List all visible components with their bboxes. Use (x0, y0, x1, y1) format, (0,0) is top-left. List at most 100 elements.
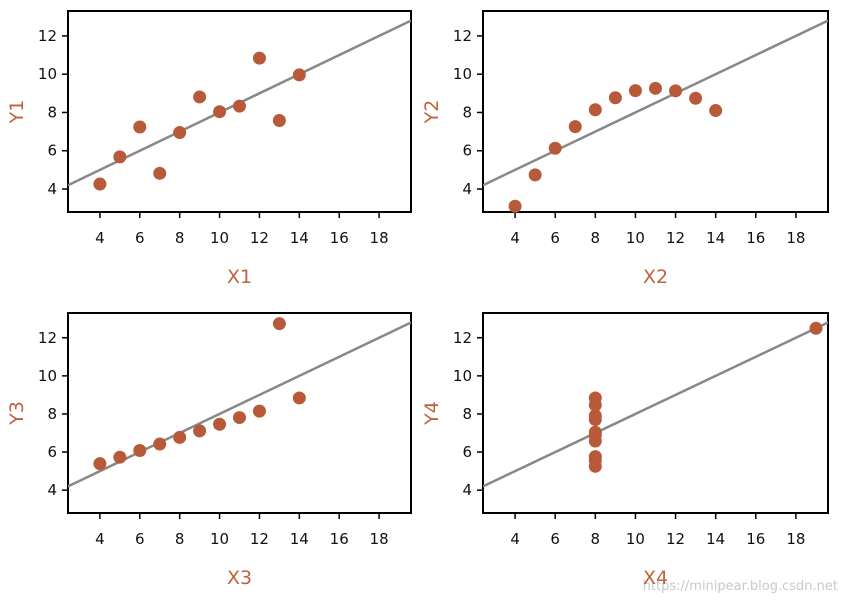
panel-3-point-9 (252, 404, 266, 418)
panel-2-x-tick-label-12: 12 (666, 229, 685, 247)
panel-4-x-tick-label-18: 18 (786, 530, 805, 548)
panel-2-point-1 (508, 199, 522, 213)
panel-4-y-tick-label-8: 8 (462, 405, 472, 423)
panel-4-point-8 (809, 321, 823, 335)
panel-4-y-tick-label-10: 10 (453, 367, 472, 385)
panel-2-y-tick-label-12: 12 (453, 27, 472, 45)
panel-3-x-tick-label-4: 4 (95, 530, 105, 548)
panel-2-point-7 (628, 84, 642, 98)
panel-1-x-tick-label-4: 4 (95, 229, 105, 247)
panel-2-point-5 (588, 103, 602, 117)
panel-2-x-tick-label-16: 16 (746, 229, 765, 247)
panel-1-y-tick-label-10: 10 (38, 65, 57, 83)
panel-2: 4 6 8 10 12 14 16 18 4 6 8 10 12 X2 Y2 (421, 10, 829, 288)
panel-1-x-tick-label-10: 10 (210, 229, 229, 247)
watermark-text: https://minipear.blog.csdn.net (643, 579, 838, 594)
panel-3-point-3 (133, 444, 147, 458)
panel-3-x-tick-label-6: 6 (135, 530, 145, 548)
panel-2-point-11 (709, 104, 723, 118)
panel-2-y-axis-label: Y2 (421, 100, 443, 125)
panel-1-x-tick-label-18: 18 (370, 229, 389, 247)
panel-4-point-5 (588, 398, 602, 412)
panel-2-x-tick-label-18: 18 (786, 229, 805, 247)
panel-3-point-8 (233, 411, 246, 425)
panel-1-y-axis-label: Y1 (6, 100, 28, 125)
panel-4-x-tick-label-6: 6 (550, 530, 560, 548)
panel-2-x-axis-label: X2 (643, 266, 668, 288)
panel-3-point-2 (113, 450, 127, 464)
panel-4-y-axis-label: Y4 (421, 401, 443, 426)
panel-3-x-tick-label-14: 14 (290, 530, 309, 548)
panel-3-point-5 (173, 430, 187, 444)
panel-3-y-axis-label: Y3 (6, 401, 28, 426)
panel-4-x-tick-label-16: 16 (746, 530, 765, 548)
panel-4-x-tick-label-10: 10 (626, 530, 645, 548)
panel-1-point-7 (213, 105, 227, 119)
panel-2-y-tick-label-6: 6 (462, 142, 472, 160)
panel-2-point-8 (649, 81, 662, 95)
panel-3-x-tick-label-10: 10 (210, 530, 229, 548)
panel-4-y-tick-label-6: 6 (462, 443, 472, 461)
panel-4-point-9 (588, 453, 602, 467)
panel-3: 4 6 8 10 12 14 16 18 4 6 8 10 12 X3 Y3 (6, 312, 412, 589)
panel-3-point-11 (292, 391, 306, 405)
panel-4-x-tick-label-14: 14 (706, 530, 725, 548)
panel-2-point-6 (608, 91, 622, 105)
panel-2-y-tick-label-8: 8 (462, 103, 472, 121)
panel-2-x-tick-label-14: 14 (706, 229, 725, 247)
panel-1-x-tick-label-16: 16 (330, 229, 349, 247)
panel-2-x-tick-label-10: 10 (626, 229, 645, 247)
panel-2-point-9 (669, 84, 683, 98)
panel-1-point-3 (133, 120, 147, 134)
panel-1-point-9 (252, 51, 266, 65)
panel-2-point-10 (689, 91, 703, 105)
panel-3-x-tick-label-12: 12 (250, 530, 269, 548)
panel-1-point-1 (93, 177, 107, 191)
panel-1-point-2 (113, 150, 127, 164)
panel-1-y-tick-label-12: 12 (38, 27, 57, 45)
panel-1-frame (67, 10, 412, 213)
panel-3-point-7 (213, 417, 227, 431)
panel-2-point-4 (568, 120, 582, 134)
panel-3-x-axis-label: X3 (227, 567, 252, 589)
panel-4-x-tick-label-12: 12 (666, 530, 685, 548)
panel-2-frame (482, 10, 829, 213)
panel-4-point-11 (588, 428, 602, 442)
panel-3-y-tick-label-4: 4 (47, 481, 57, 499)
panel-3-x-tick-label-8: 8 (175, 530, 185, 548)
panel-3-x-tick-label-16: 16 (330, 530, 349, 548)
panel-2-x-tick-label-6: 6 (550, 229, 560, 247)
panel-4-fit-line (483, 321, 828, 488)
panel-2-point-3 (548, 141, 562, 155)
panel-1-y-tick-label-8: 8 (47, 103, 57, 121)
panel-3-point-4 (153, 437, 167, 451)
panel-3-x-tick-label-18: 18 (370, 530, 389, 548)
panel-3-y-tick-label-10: 10 (38, 367, 57, 385)
panel-4-point-10 (588, 409, 602, 423)
panel-1-y-tick-label-4: 4 (47, 180, 57, 198)
panel-3-y-tick-label-12: 12 (38, 329, 57, 347)
panel-1-point-8 (233, 99, 246, 113)
panel-4-y-tick-label-12: 12 (453, 329, 472, 347)
panel-3-frame (67, 312, 412, 514)
panel-1-point-5 (173, 126, 187, 140)
panel-3-point-10 (272, 317, 286, 331)
panel-2-point-2 (528, 168, 542, 182)
panel-3-y-tick-label-8: 8 (47, 405, 57, 423)
panel-2-y-tick-label-10: 10 (453, 65, 472, 83)
panel-3-point-6 (193, 424, 207, 438)
panel-2-fit-line (483, 19, 828, 187)
panel-4-x-tick-label-8: 8 (591, 530, 601, 548)
panel-4-x-axis-label: X4 (643, 567, 668, 589)
panel-4-frame (482, 312, 829, 514)
panel-1-point-11 (292, 68, 306, 82)
panel-4: 4 6 8 10 12 14 16 18 4 6 8 10 12 X4 Y4 (421, 312, 829, 589)
panel-1-point-6 (193, 90, 207, 104)
panel-1-point-10 (272, 113, 286, 127)
panel-1-x-tick-label-12: 12 (250, 229, 269, 247)
panel-1-y-tick-label-6: 6 (47, 142, 57, 160)
panel-1-x-tick-label-8: 8 (175, 229, 185, 247)
panel-1-x-tick-label-6: 6 (135, 229, 145, 247)
panel-2-x-tick-label-8: 8 (591, 229, 601, 247)
